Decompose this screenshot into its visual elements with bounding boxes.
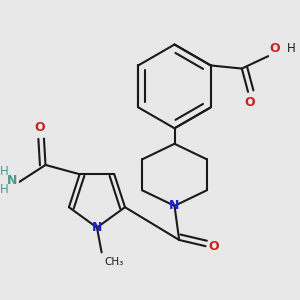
Text: N: N xyxy=(92,221,102,234)
Text: N: N xyxy=(169,199,180,212)
Text: O: O xyxy=(34,121,45,134)
Text: H: H xyxy=(0,183,8,196)
Text: O: O xyxy=(208,240,219,253)
Text: H: H xyxy=(0,165,8,178)
Text: N: N xyxy=(7,174,18,187)
Text: O: O xyxy=(270,42,280,55)
Text: CH₃: CH₃ xyxy=(105,257,124,267)
Text: O: O xyxy=(244,97,255,110)
Text: H: H xyxy=(287,42,296,55)
